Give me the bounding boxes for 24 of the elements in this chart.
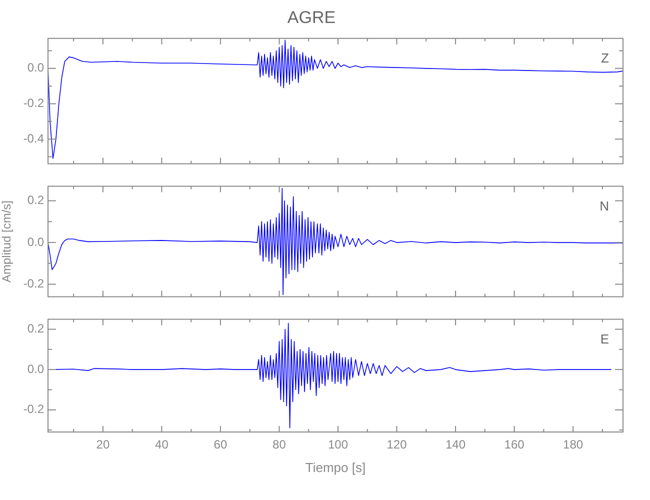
y-tick-label: -0.4 [23, 131, 44, 146]
y-tick-label: 0.0 [27, 362, 44, 376]
y-tick-label: 0.0 [27, 234, 44, 249]
x-tick-label: 20 [96, 438, 110, 452]
x-tick-label: 60 [214, 438, 228, 452]
y-tick-label: -0.2 [23, 96, 44, 110]
y-tick-label: -0.2 [23, 402, 44, 416]
y-axis-title: Amplitud [cm/s] [0, 200, 14, 283]
x-tick-label: 80 [272, 438, 286, 452]
y-tick-label: -0.2 [23, 276, 44, 291]
x-axis-title: Tiempo [s] [305, 460, 366, 475]
x-tick-label: 160 [504, 438, 525, 452]
y-tick-label: 0.2 [27, 193, 44, 208]
annotation: N [600, 198, 609, 214]
annotation: Z [601, 50, 610, 66]
x-tick-label: 40 [155, 438, 169, 452]
x-tick-label: 140 [446, 438, 466, 452]
x-tick-label: 180 [563, 438, 584, 452]
y-tick-label: 0.2 [27, 322, 44, 336]
annotation: E [600, 331, 610, 346]
chart-title: AGRE [287, 8, 336, 27]
x-tick-label: 100 [328, 438, 348, 452]
y-tick-label: 0.0 [27, 60, 44, 75]
x-tick-label: 120 [386, 438, 408, 452]
